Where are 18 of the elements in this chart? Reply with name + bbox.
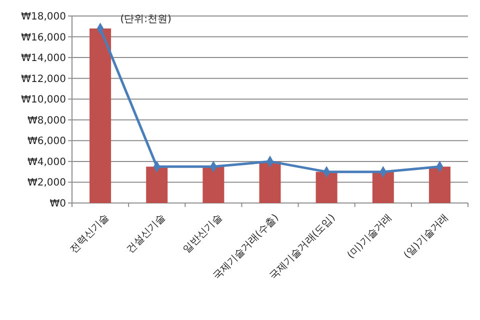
bar	[259, 161, 281, 203]
bar	[428, 166, 450, 203]
bar	[90, 28, 112, 203]
y-tick-label: ₩16,000	[21, 32, 66, 44]
y-tick-label: ₩2,000	[27, 178, 66, 189]
bar	[372, 172, 394, 203]
y-tick-label: ₩0	[50, 198, 66, 210]
y-tick-label: ₩10,000	[21, 94, 66, 106]
annotation: (단위:천원)	[120, 14, 172, 25]
y-tick-label: ₩14,000	[21, 53, 66, 64]
y-tick-label: ₩4,000	[27, 156, 66, 168]
y-tick-label: ₩12,000	[21, 74, 66, 85]
y-tick-label: ₩6,000	[27, 136, 66, 148]
y-tick-label: ₩18,000	[21, 12, 66, 22]
bar	[316, 172, 338, 203]
y-tick-label: ₩8,000	[27, 115, 66, 126]
bar	[202, 166, 224, 203]
bar	[146, 166, 168, 203]
